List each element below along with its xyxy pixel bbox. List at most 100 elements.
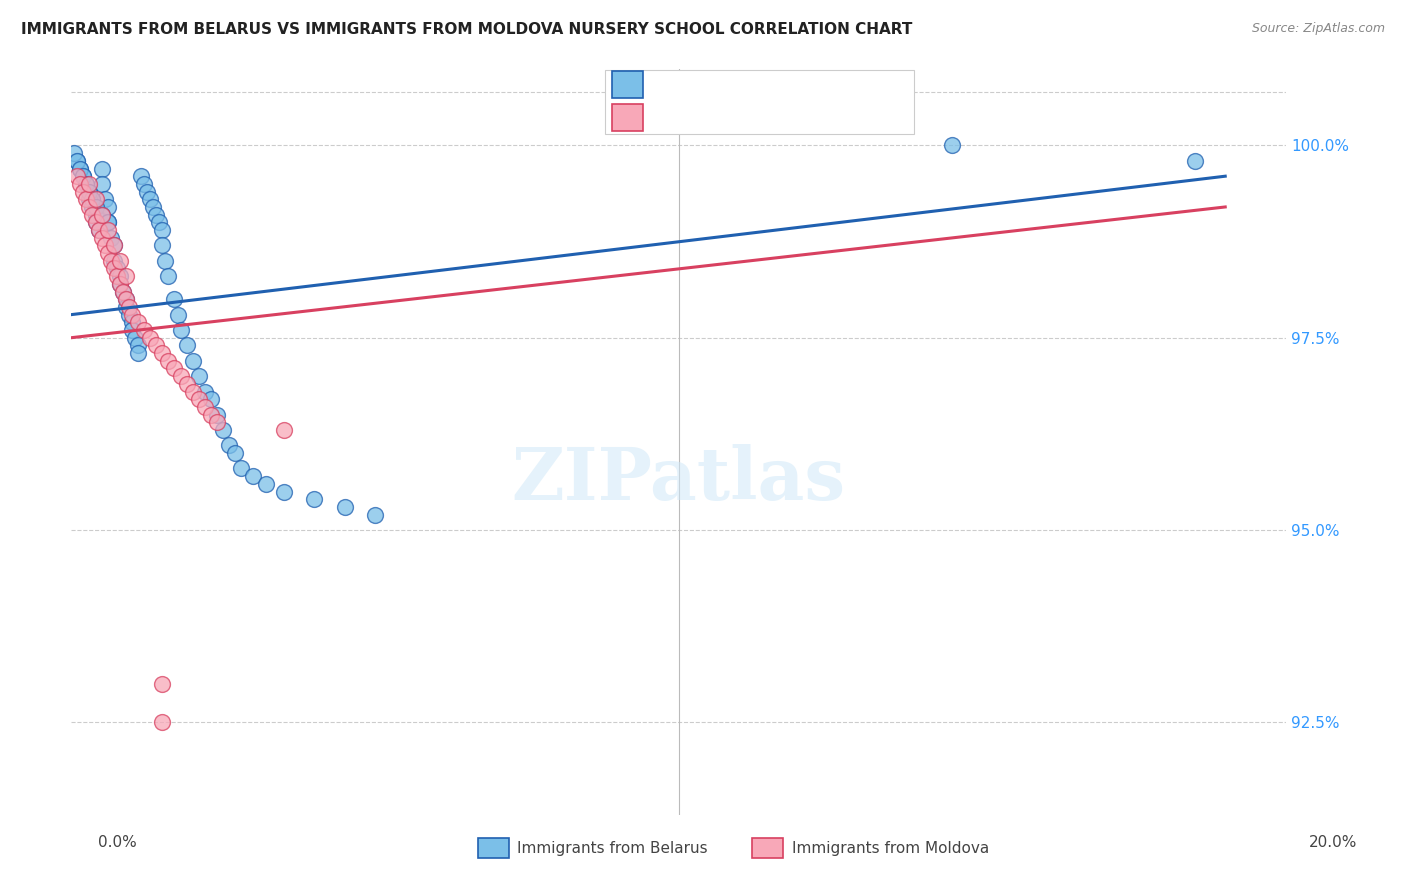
Point xyxy=(103,261,125,276)
Text: R = 0.273   N = 43: R = 0.273 N = 43 xyxy=(657,109,827,127)
Point xyxy=(121,315,143,329)
Point xyxy=(121,323,143,337)
Text: Immigrants from Belarus: Immigrants from Belarus xyxy=(517,841,709,855)
Point xyxy=(150,715,173,730)
Point xyxy=(84,208,107,222)
Point xyxy=(273,484,295,499)
Point xyxy=(150,223,173,237)
Point xyxy=(103,238,125,252)
Point xyxy=(364,508,387,522)
Point xyxy=(136,185,159,199)
Point xyxy=(194,400,217,414)
Point xyxy=(200,408,222,422)
Point xyxy=(145,338,167,352)
Text: IMMIGRANTS FROM BELARUS VS IMMIGRANTS FROM MOLDOVA NURSERY SCHOOL CORRELATION CH: IMMIGRANTS FROM BELARUS VS IMMIGRANTS FR… xyxy=(21,22,912,37)
Point xyxy=(187,369,209,384)
Point xyxy=(150,677,173,691)
Point xyxy=(181,353,204,368)
Point xyxy=(84,192,107,206)
Point xyxy=(97,223,120,237)
Point xyxy=(97,246,120,260)
Point xyxy=(75,177,97,191)
Point xyxy=(105,269,128,284)
Point xyxy=(163,292,186,306)
Point xyxy=(163,361,186,376)
Point xyxy=(100,231,122,245)
Point xyxy=(176,376,198,391)
Point xyxy=(72,169,94,184)
Point xyxy=(118,308,141,322)
Point xyxy=(82,200,104,214)
Point xyxy=(231,461,253,475)
Point xyxy=(69,177,91,191)
Point xyxy=(224,446,246,460)
Point xyxy=(134,323,156,337)
Point xyxy=(115,292,138,306)
Point xyxy=(69,161,91,176)
Point xyxy=(93,238,115,252)
Point xyxy=(254,476,277,491)
Text: Source: ZipAtlas.com: Source: ZipAtlas.com xyxy=(1251,22,1385,36)
Point xyxy=(72,169,94,184)
Point xyxy=(82,208,104,222)
Text: Immigrants from Moldova: Immigrants from Moldova xyxy=(792,841,988,855)
Point xyxy=(218,438,240,452)
Point xyxy=(139,192,162,206)
Point xyxy=(148,215,170,229)
Point xyxy=(111,285,134,299)
Point xyxy=(121,308,143,322)
Point xyxy=(87,223,110,237)
Point xyxy=(124,331,146,345)
Point xyxy=(108,253,131,268)
Point xyxy=(93,192,115,206)
Point xyxy=(79,177,101,191)
Point xyxy=(90,161,112,176)
Point xyxy=(150,238,173,252)
Point xyxy=(72,185,94,199)
Point xyxy=(108,269,131,284)
Text: 20.0%: 20.0% xyxy=(1309,836,1357,850)
Point xyxy=(108,277,131,291)
Point xyxy=(205,415,228,429)
Point xyxy=(79,200,101,214)
Point xyxy=(212,423,235,437)
Point xyxy=(90,208,112,222)
Point xyxy=(242,469,264,483)
Point xyxy=(157,269,180,284)
Point xyxy=(145,208,167,222)
Point xyxy=(66,169,89,184)
Point xyxy=(181,384,204,399)
Point xyxy=(69,161,91,176)
Point xyxy=(75,177,97,191)
Point xyxy=(200,392,222,407)
Text: R = 0.348   N = 72: R = 0.348 N = 72 xyxy=(657,76,827,94)
Text: ZIPatlas: ZIPatlas xyxy=(512,444,845,516)
Point xyxy=(90,177,112,191)
Point xyxy=(169,323,191,337)
Point xyxy=(150,346,173,360)
Point xyxy=(169,369,191,384)
Point xyxy=(87,223,110,237)
Text: 0.0%: 0.0% xyxy=(98,836,138,850)
Point xyxy=(176,338,198,352)
Point xyxy=(941,138,963,153)
Point xyxy=(115,300,138,314)
Point xyxy=(115,292,138,306)
Point xyxy=(127,338,149,352)
Point xyxy=(166,308,188,322)
Point xyxy=(115,269,138,284)
Point xyxy=(105,261,128,276)
Point xyxy=(97,215,120,229)
Point xyxy=(134,177,156,191)
Point xyxy=(129,169,152,184)
Point xyxy=(194,384,217,399)
Point xyxy=(75,192,97,206)
Point xyxy=(157,353,180,368)
Point xyxy=(108,277,131,291)
Point xyxy=(127,315,149,329)
Point xyxy=(84,215,107,229)
Point xyxy=(97,215,120,229)
Point xyxy=(205,408,228,422)
Point xyxy=(139,331,162,345)
Point xyxy=(100,253,122,268)
